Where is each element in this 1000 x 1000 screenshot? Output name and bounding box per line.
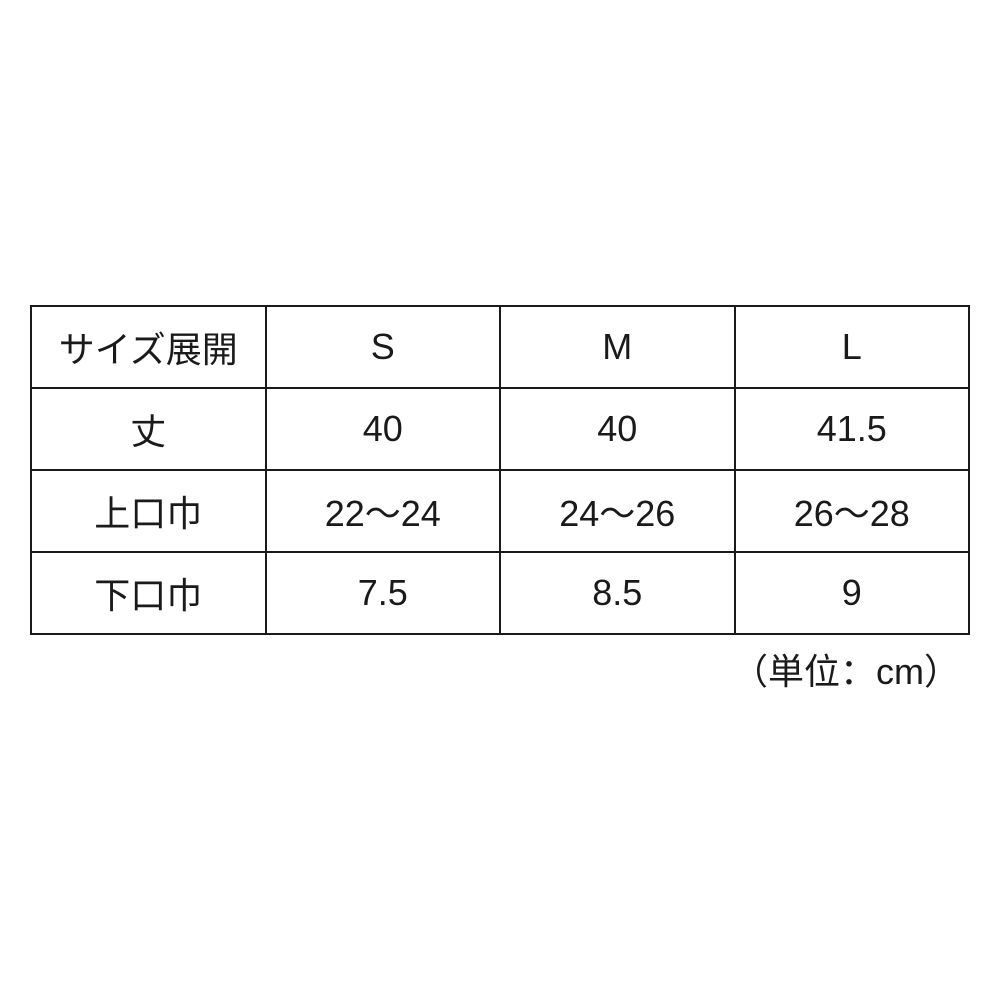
header-cell-m: M <box>500 306 735 388</box>
size-table-container: サイズ展開 S M L 丈 40 40 41.5 上口巾 22～24 24～26… <box>30 305 970 695</box>
cell-length-s: 40 <box>266 388 501 470</box>
row-label-lower-width: 下口巾 <box>31 552 266 634</box>
cell-upper-l: 26～28 <box>735 470 970 552</box>
cell-upper-s: 22～24 <box>266 470 501 552</box>
cell-length-m: 40 <box>500 388 735 470</box>
row-label-upper-width: 上口巾 <box>31 470 266 552</box>
header-cell-l: L <box>735 306 970 388</box>
table-row: 丈 40 40 41.5 <box>31 388 969 470</box>
size-table: サイズ展開 S M L 丈 40 40 41.5 上口巾 22～24 24～26… <box>30 305 970 635</box>
row-label-length: 丈 <box>31 388 266 470</box>
cell-upper-m: 24～26 <box>500 470 735 552</box>
unit-label: （単位：cm） <box>30 643 970 695</box>
table-row: 下口巾 7.5 8.5 9 <box>31 552 969 634</box>
header-cell-size: サイズ展開 <box>31 306 266 388</box>
table-row: 上口巾 22～24 24～26 26～28 <box>31 470 969 552</box>
cell-length-l: 41.5 <box>735 388 970 470</box>
cell-lower-s: 7.5 <box>266 552 501 634</box>
cell-lower-m: 8.5 <box>500 552 735 634</box>
cell-lower-l: 9 <box>735 552 970 634</box>
header-cell-s: S <box>266 306 501 388</box>
table-row: サイズ展開 S M L <box>31 306 969 388</box>
